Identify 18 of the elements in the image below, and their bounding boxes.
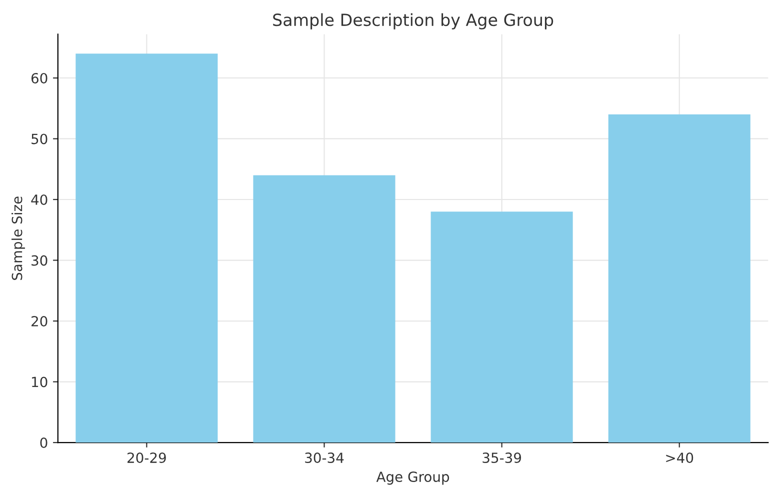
y-tick-label: 60 xyxy=(31,72,48,84)
x-tick-label: >40 xyxy=(666,452,694,464)
y-tick-label: 30 xyxy=(32,255,48,266)
y-tick-label: 50 xyxy=(32,134,48,144)
y-tick-label: 10 xyxy=(32,376,48,388)
x-tick-label: 35-39 xyxy=(482,452,521,464)
bar xyxy=(76,54,218,443)
chart-title: Sample Description by Age Group xyxy=(273,13,554,30)
bar xyxy=(430,212,573,443)
bar xyxy=(253,175,396,443)
y-tick-label: 0 xyxy=(40,438,48,448)
x-axis-title: Age Group xyxy=(376,472,450,485)
x-tick-label: 20-29 xyxy=(128,452,166,464)
y-tick-label: 20 xyxy=(32,316,48,326)
bar xyxy=(608,114,750,443)
y-axis-title: Sample Size xyxy=(12,196,25,280)
x-tick-label: 30-34 xyxy=(305,452,344,464)
y-tick-label: 40 xyxy=(31,194,48,205)
